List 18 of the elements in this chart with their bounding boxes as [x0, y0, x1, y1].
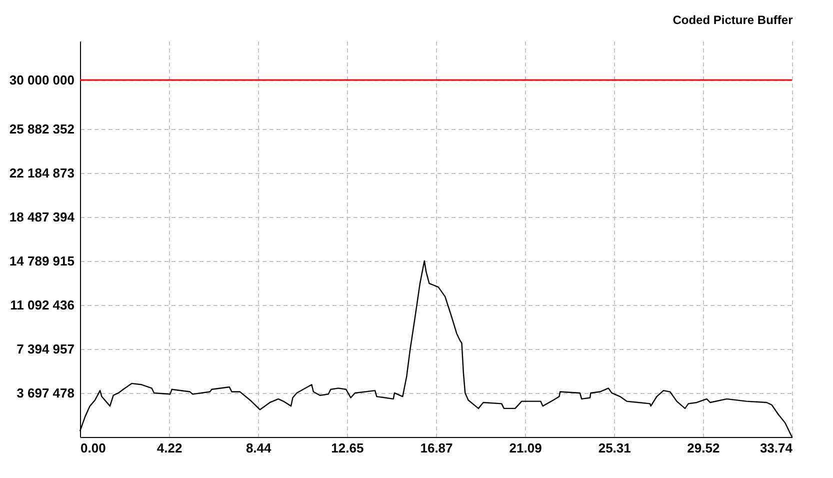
y-tick-label: 25 882 352 — [9, 122, 74, 136]
x-tick-label: 33.74 — [760, 440, 794, 456]
x-tick-label: 16.87 — [420, 440, 453, 456]
x-tick-label: 29.52 — [687, 440, 720, 456]
x-tick-label: 4.22 — [156, 440, 182, 456]
y-tick-label: 11 092 436 — [10, 298, 74, 312]
chart-title: Coded Picture Buffer — [672, 13, 794, 27]
y-tick-label: 7 394 957 — [16, 342, 74, 356]
y-tick-label: 14 789 915 — [9, 254, 74, 268]
y-tick-label: 3 697 478 — [16, 386, 74, 400]
x-tick-label: 8.44 — [246, 440, 272, 456]
y-tick-label: 18 487 394 — [9, 210, 76, 224]
x-tick-label: 21.09 — [509, 440, 542, 456]
x-tick-label: 25.31 — [598, 440, 631, 456]
y-tick-label: 30 000 000 — [9, 72, 74, 88]
x-tick-label: 12.65 — [331, 440, 364, 456]
x-tick-label: 0.00 — [80, 440, 106, 456]
y-tick-label: 22 184 873 — [9, 166, 74, 180]
